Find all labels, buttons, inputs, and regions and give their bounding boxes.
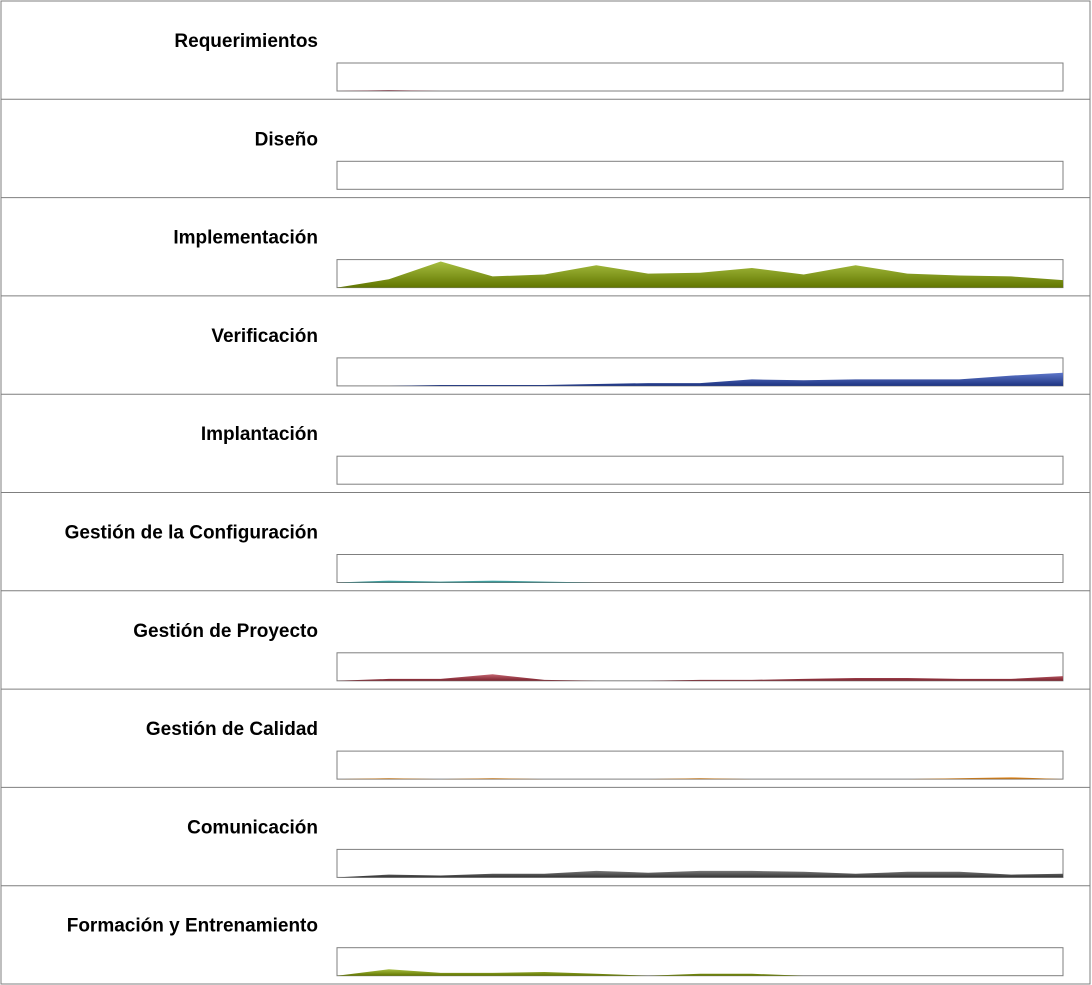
plot-area-diseno <box>336 160 1064 190</box>
area-requerimientos <box>337 90 1063 91</box>
area-comunicacion <box>337 870 1063 878</box>
plot-area-implantacion <box>336 455 1064 485</box>
row-label-gestion-de-calidad: Gestión de Calidad <box>146 719 318 740</box>
row-comunicacion: Comunicación <box>1 786 1090 878</box>
area-implementacion <box>337 261 1063 288</box>
row-implementacion: Implementación <box>1 197 1090 289</box>
row-gestion-de-proyecto: Gestión de Proyecto <box>1 590 1090 682</box>
row-label-formacion-y-entrenamiento: Formación y Entrenamiento <box>67 916 318 937</box>
plot-area-formacion-y-entrenamiento <box>336 947 1064 977</box>
row-gestion-de-la-configuracion: Gestión de la Configuración <box>1 492 1090 583</box>
plot-area-gestion-de-calidad <box>336 750 1064 780</box>
row-formacion-y-entrenamiento: Formación y Entrenamiento <box>1 885 1090 977</box>
row-requerimientos: Requerimientos <box>174 31 1064 92</box>
row-label-requerimientos: Requerimientos <box>174 31 318 52</box>
area-gestion-de-proyecto <box>337 674 1063 681</box>
row-label-gestion-de-la-configuracion: Gestión de la Configuración <box>65 523 318 544</box>
row-label-diseno: Diseño <box>255 129 318 150</box>
plot-area-gestion-de-proyecto <box>336 652 1064 682</box>
row-label-verificacion: Verificación <box>211 326 318 347</box>
row-label-gestion-de-proyecto: Gestión de Proyecto <box>133 621 318 642</box>
plot-area-requerimientos <box>336 62 1064 92</box>
row-label-implantacion: Implantación <box>201 424 318 445</box>
row-diseno: Diseño <box>1 98 1090 190</box>
area-gestion-de-la-configuracion <box>337 580 1063 583</box>
plot-area-gestion-de-la-configuracion <box>336 554 1064 583</box>
row-implantacion: Implantación <box>1 393 1090 485</box>
row-gestion-de-calidad: Gestión de Calidad <box>1 688 1090 780</box>
row-label-implementacion: Implementación <box>173 228 318 249</box>
area-formacion-y-entrenamiento <box>337 969 1063 976</box>
area-verificacion <box>337 372 1063 386</box>
area-gestion-de-calidad <box>337 777 1063 780</box>
row-verificacion: Verificación <box>1 295 1090 387</box>
row-label-comunicacion: Comunicación <box>187 817 318 838</box>
